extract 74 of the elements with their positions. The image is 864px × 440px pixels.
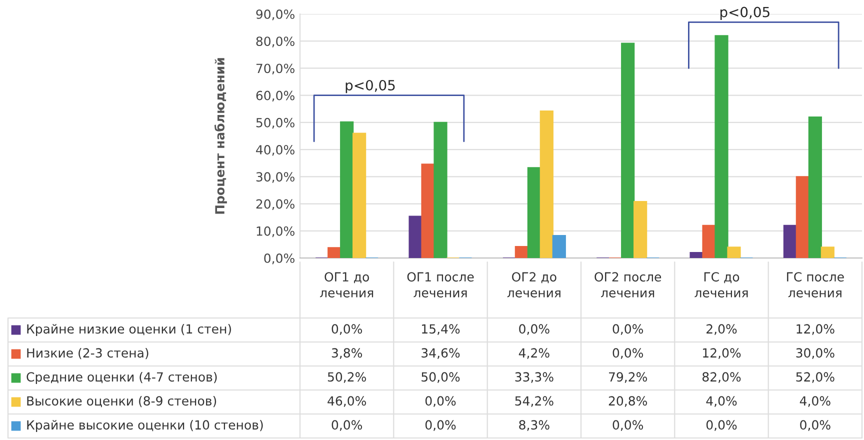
annotation: p<0,05 [720,6,770,20]
x-tick-label: ОГ2 до лечения [507,272,560,298]
data-label: 2,0% [706,324,737,335]
bar [702,224,716,258]
data-label: 0,0% [332,324,362,335]
data-label: 0,0% [425,420,456,431]
bar [352,132,366,258]
legend-label: Средние оценки (4-7 стенов) [26,372,217,384]
data-label: 54,2% [515,396,554,407]
data-label: 30,0% [796,348,834,359]
bar [634,201,648,258]
bar [434,122,448,258]
data-label: 12,0% [703,348,741,359]
bar [340,121,354,258]
bar [408,216,422,258]
data-label: 0,0% [332,420,362,431]
y-tick-label: 0,0% [264,253,294,264]
x-tick-label: ГС после лечения [787,272,844,298]
data-label: 12,0% [796,324,834,335]
data-label: 0,0% [800,420,830,431]
y-tick-label: 50,0% [256,118,294,129]
data-label: 20,8% [608,396,647,407]
bar [714,35,728,258]
y-tick-label: 10,0% [256,226,294,238]
data-label: 0,0% [612,348,644,359]
x-tick-label: ОГ1 до лечения [320,272,374,298]
data-label: 79,2% [609,372,647,383]
bar [527,167,541,258]
data-label: 8,3% [519,420,550,431]
bar [808,116,822,258]
data-label: 4,0% [706,396,737,407]
data-label: 3,8% [332,348,362,359]
data-label: 0,0% [519,324,550,335]
data-label: 50,2% [328,372,366,383]
y-tick-label: 70,0% [256,64,294,74]
data-label: 82,0% [702,372,741,383]
data-label: 0,0% [612,324,644,335]
y-tick-label: 30,0% [256,172,294,183]
data-label: 0,0% [425,396,456,407]
bar [727,246,741,258]
bar [820,246,834,258]
bar [796,176,810,258]
bar [540,110,554,258]
data-label: 34,6% [422,348,460,359]
bar [621,42,635,258]
bar [328,247,342,258]
x-tick-label: ОГ2 после лечения [594,272,662,298]
bar [421,164,435,258]
y-tick-label: 60,0% [256,90,294,102]
bar [690,252,704,258]
bar [514,246,528,258]
data-label: 0,0% [706,420,737,431]
data-label: 4,0% [800,396,830,407]
annotation: p<0,05 [346,80,395,94]
legend-label: Высокие оценки (8-9 стенов) [27,396,216,408]
y-tick-label: 80,0% [256,36,294,48]
data-label: 52,0% [796,372,834,383]
y-tick-label: 90,0% [256,9,294,20]
bar [552,234,566,258]
x-tick-label: ОГ1 после лечения [407,272,474,298]
bar [783,224,797,258]
y-tick-label: 20,0% [256,199,294,210]
legend-label: Низкие (2-3 стена) [27,348,148,360]
y-axis-title: Процент наблюдений [214,58,227,214]
legend-label: Крайне низкие оценки (1 стен) [27,324,231,336]
y-tick-label: 40,0% [256,145,294,156]
data-label: 46,0% [328,396,366,407]
x-tick-label: ГС до лечения [694,272,748,298]
legend-label: Крайне высокие оценки (10 стенов) [27,420,263,432]
data-label: 33,3% [515,372,554,383]
data-label: 0,0% [612,420,644,431]
data-label: 50,0% [422,372,460,383]
data-label: 4,2% [518,348,550,359]
data-label: 15,4% [422,324,460,335]
